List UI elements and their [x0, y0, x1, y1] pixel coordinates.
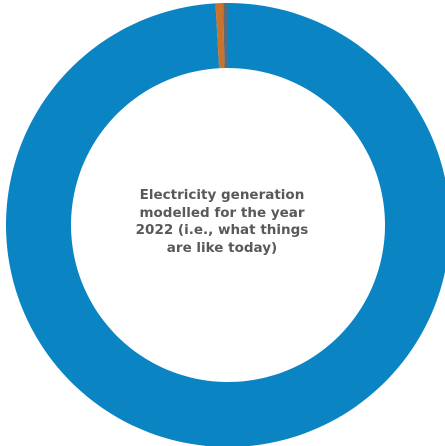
slice-minor-source-b [223, 3, 228, 69]
slice-minor-source-a [215, 3, 225, 69]
slice-main-source [6, 3, 445, 446]
chart-title: Electricity generation modelled for the … [135, 187, 309, 256]
